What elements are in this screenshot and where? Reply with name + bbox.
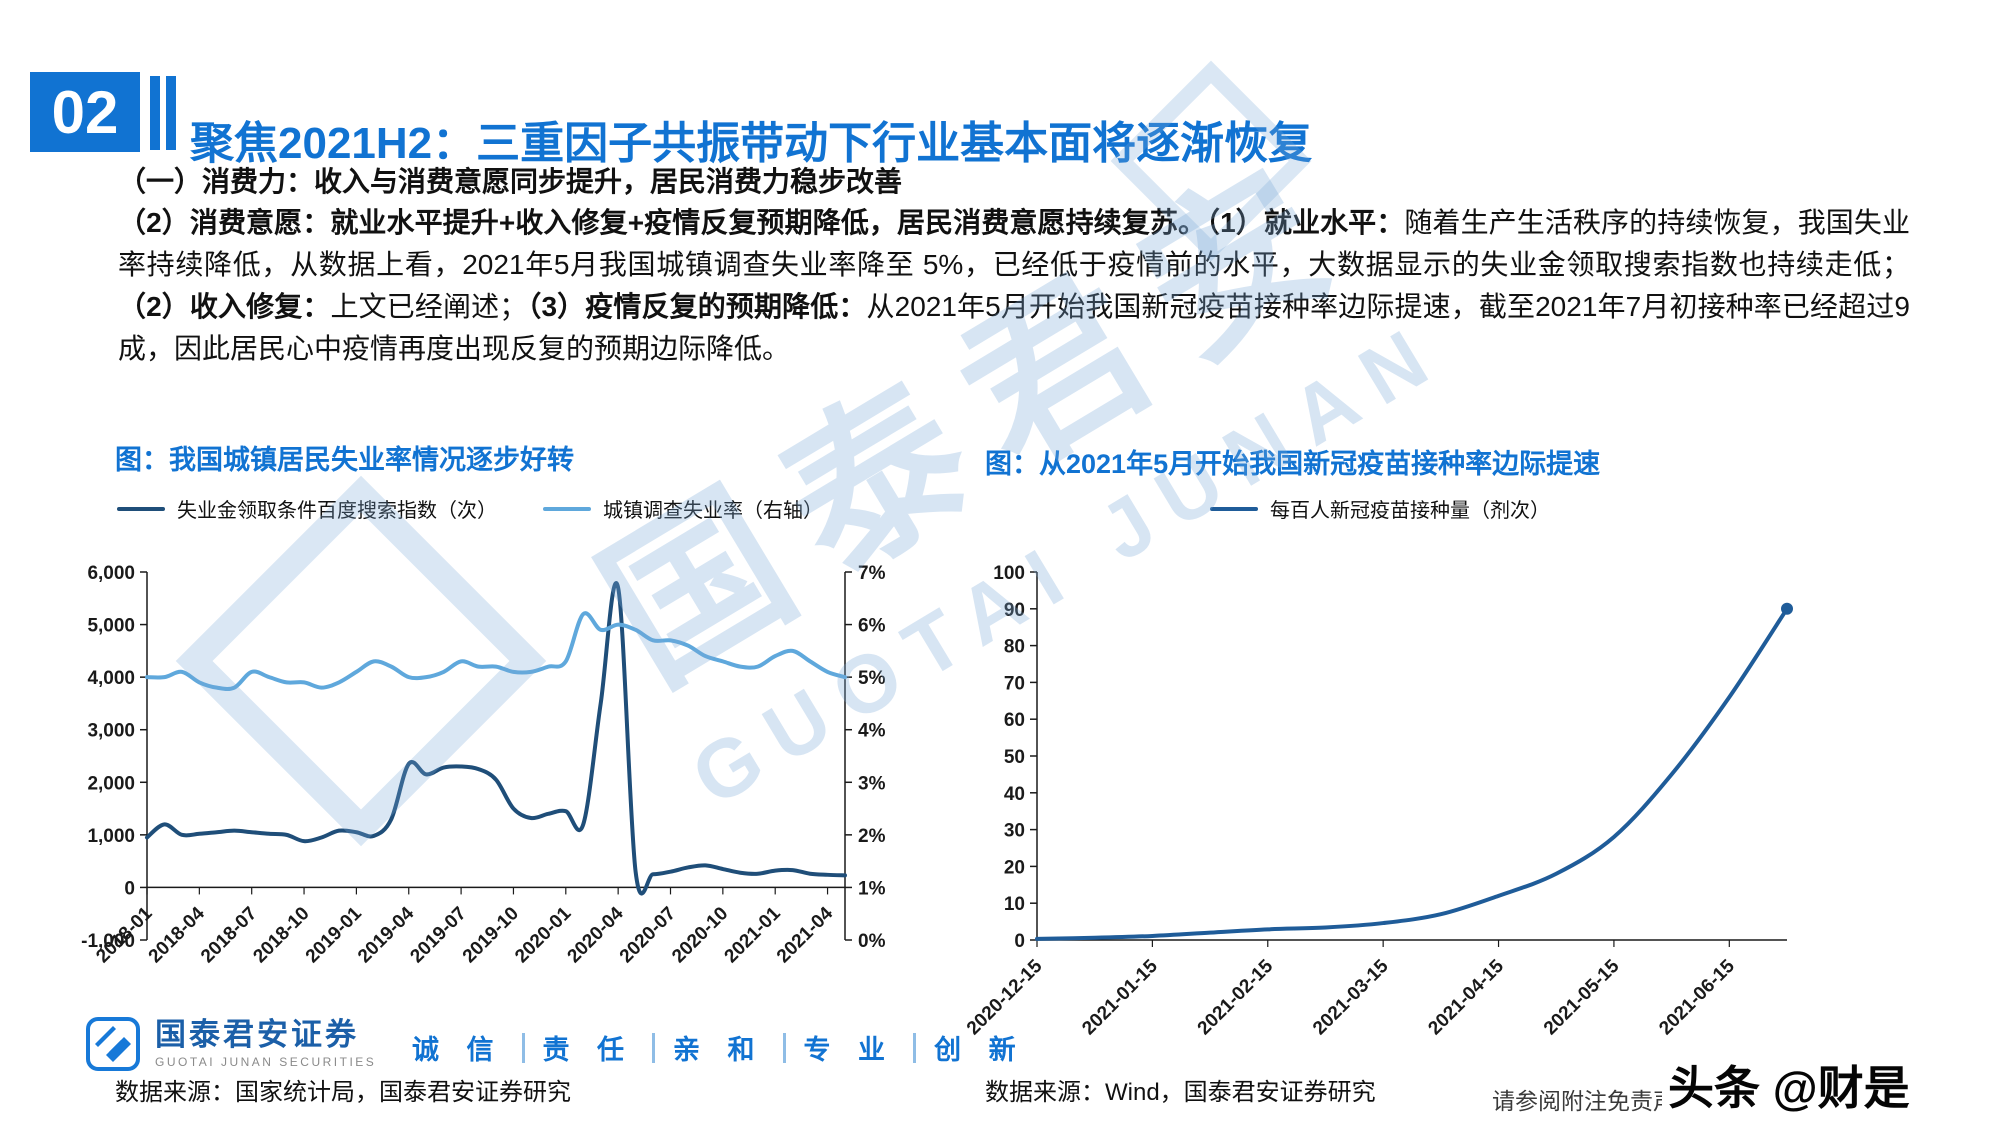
svg-text:2019-01: 2019-01 (302, 903, 366, 967)
slogan-separator (782, 1032, 786, 1063)
legend-item: 城镇调查失业率（右轴） (543, 494, 823, 523)
legend-item: 失业金领取条件百度搜索指数（次） (117, 494, 497, 523)
text-segment: 随着生产生活秩序的持续恢复，我国失业率持续降低，从数据上看，2021年5月我国城… (118, 207, 1910, 280)
svg-text:2,000: 2,000 (87, 773, 135, 794)
svg-text:2021-04-15: 2021-04-15 (1424, 955, 1508, 1039)
company-name: 国泰君安证券 (155, 1017, 359, 1053)
source-note-right: 数据来源：Wind，国泰君安证券研究 (985, 1079, 1376, 1106)
svg-text:30: 30 (1004, 821, 1025, 842)
body-paragraph: （2）消费意愿：就业水平提升+收入修复+疫情反复预期降低，居民消费意愿持续复苏。… (118, 202, 1910, 370)
svg-text:2019-07: 2019-07 (406, 903, 470, 967)
text-segment: 上文已经阐述； (330, 291, 528, 322)
svg-text:6,000: 6,000 (87, 563, 135, 584)
svg-text:2%: 2% (858, 826, 886, 847)
svg-text:2021-04: 2021-04 (773, 903, 837, 967)
svg-text:0%: 0% (858, 931, 886, 952)
legend-line-swatch (117, 506, 165, 511)
svg-text:2021-06-15: 2021-06-15 (1655, 955, 1739, 1039)
slogan-word: 创 新 (934, 1035, 1026, 1065)
company-name-en: GUOTAI JUNAN SECURITIES (155, 1054, 377, 1069)
slogan-separator (521, 1032, 525, 1063)
company-logo-icon (86, 1017, 140, 1071)
svg-text:2018-04: 2018-04 (145, 903, 209, 967)
slogan-word: 专 业 (803, 1035, 896, 1065)
slogan-word: 诚 信 (412, 1035, 504, 1065)
svg-text:80: 80 (1004, 637, 1025, 658)
svg-text:2020-12-15: 2020-12-15 (963, 955, 1047, 1039)
svg-text:2020-04: 2020-04 (564, 903, 628, 967)
legend-item: 每百人新冠疫苗接种量（剂次） (1210, 494, 1550, 523)
svg-text:0: 0 (1014, 931, 1025, 952)
slogan-word: 亲 和 (673, 1035, 765, 1065)
svg-text:5%: 5% (858, 668, 886, 689)
svg-text:4,000: 4,000 (87, 668, 135, 689)
svg-text:5,000: 5,000 (87, 616, 135, 637)
text-segment: 从2021年5月开始我国新冠疫苗接种率边际提速，截至2021年7月初接种率已经超… (118, 291, 1910, 364)
svg-text:2019-04: 2019-04 (354, 903, 418, 967)
svg-text:2021-01-15: 2021-01-15 (1078, 955, 1162, 1039)
svg-text:60: 60 (1004, 710, 1025, 731)
svg-text:2018-07: 2018-07 (197, 903, 261, 967)
legend-line-swatch (543, 506, 591, 511)
slogan-separator (913, 1032, 917, 1063)
svg-text:10: 10 (1004, 894, 1025, 915)
slogan-word: 责 任 (542, 1035, 635, 1065)
svg-text:3%: 3% (858, 773, 886, 794)
svg-text:40: 40 (1004, 784, 1025, 805)
subtitle-bold-line: （一）消费力：收入与消费意愿同步提升，居民消费力稳步改善 (118, 166, 903, 197)
svg-text:-1,000: -1,000 (81, 931, 135, 952)
legend-line-swatch (1210, 506, 1258, 511)
text-segment: （2）消费意愿：就业水平提升+收入修复+疫情反复预期降低，居民消费意愿持续复苏。… (118, 207, 1405, 238)
company-name-block: 国泰君安证券 GUOTAI JUNAN SECURITIES (155, 1019, 376, 1068)
line-chart-vaccine: 0 10 20 30 40 50 60 70 80 90 100 2020-12-15 2021-01-… (963, 563, 1793, 1039)
page-title: 聚焦2021H2：三重因子共振带动下行业基本面将逐渐恢复 (190, 119, 1313, 169)
svg-text:4%: 4% (858, 721, 886, 742)
chart-legend-unemployment: 失业金领取条件百度搜索指数（次） 城镇调查失业率（右轴） (50, 494, 890, 523)
svg-text:6%: 6% (858, 616, 886, 637)
legend-label: 失业金领取条件百度搜索指数（次） (177, 500, 497, 522)
svg-text:100: 100 (993, 563, 1025, 584)
section-number: 02 (30, 72, 140, 152)
slogan-separator (652, 1032, 656, 1063)
svg-text:2020-10: 2020-10 (668, 903, 732, 967)
svg-text:2018-10: 2018-10 (249, 903, 313, 967)
svg-text:70: 70 (1004, 673, 1025, 694)
line-chart-unemployment: -1,000 0 1,000 2,000 3,000 4,000 5,000 6,000 0% 1… (81, 563, 886, 967)
svg-text:2021-02-15: 2021-02-15 (1194, 955, 1278, 1039)
svg-text:20: 20 (1004, 857, 1025, 878)
title-accent-bar (166, 76, 176, 150)
legend-label: 城镇调查失业率（右轴） (603, 500, 823, 522)
svg-text:50: 50 (1004, 747, 1025, 768)
toutiao-watermark-badge: 头条 @财是 (1662, 1052, 1916, 1118)
svg-text:3,000: 3,000 (87, 721, 135, 742)
svg-text:2021-01: 2021-01 (721, 903, 785, 967)
text-segment: （3）疫情反复的预期降低： (527, 291, 867, 322)
chart-title-unemployment: 图：我国城镇居民失业率情况逐步好转 (115, 445, 574, 475)
svg-text:7%: 7% (858, 563, 886, 584)
svg-text:0: 0 (124, 878, 135, 899)
svg-text:90: 90 (1004, 600, 1025, 621)
svg-text:1,000: 1,000 (87, 826, 135, 847)
svg-text:2020-07: 2020-07 (616, 903, 680, 967)
svg-text:2021-05-15: 2021-05-15 (1540, 955, 1624, 1039)
slogan: 诚 信责 任亲 和专 业创 新 (408, 1028, 1030, 1067)
legend-label: 每百人新冠疫苗接种量（剂次） (1270, 500, 1550, 522)
svg-text:2020-01: 2020-01 (511, 903, 575, 967)
text-segment: （2）收入修复： (118, 291, 331, 322)
company-logo: 国泰君安证券 GUOTAI JUNAN SECURITIES (85, 1016, 376, 1072)
svg-text:2021-03-15: 2021-03-15 (1309, 955, 1393, 1039)
source-note-left: 数据来源：国家统计局，国泰君安证券研究 (115, 1079, 571, 1106)
chart-legend-vaccine: 每百人新冠疫苗接种量（剂次） (960, 494, 1800, 523)
svg-text:1%: 1% (858, 878, 886, 899)
title-accent-bar (150, 76, 160, 150)
chart-title-vaccine: 图：从2021年5月开始我国新冠疫苗接种率边际提速 (985, 449, 1601, 479)
svg-text:2019-10: 2019-10 (459, 903, 523, 967)
